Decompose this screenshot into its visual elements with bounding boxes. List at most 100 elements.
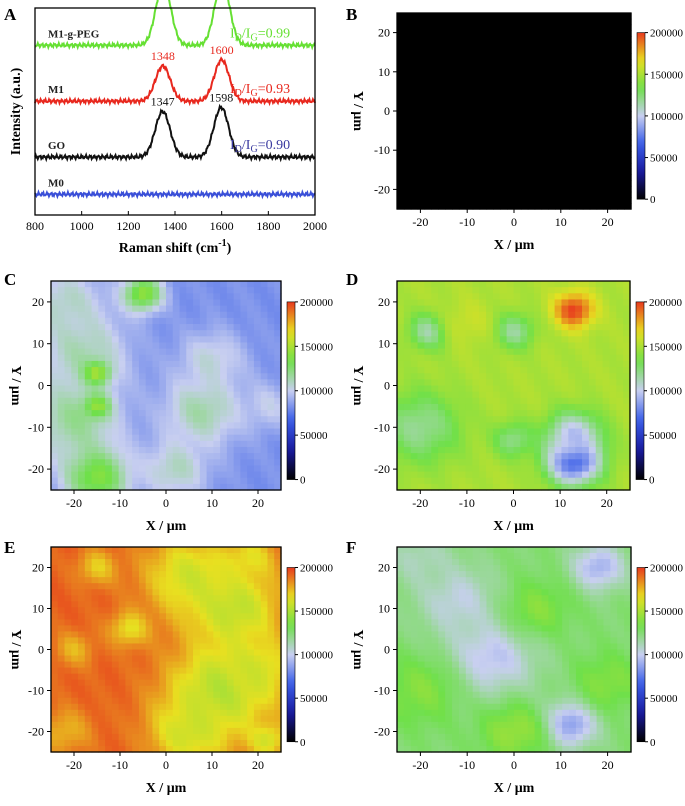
heatmap-cell <box>213 704 220 711</box>
heatmap-cell <box>479 441 486 448</box>
heatmap-cell <box>85 312 92 319</box>
heatmap-cell <box>616 386 623 393</box>
y-tick-label: 0 <box>384 104 390 118</box>
heatmap-cell <box>555 111 562 117</box>
heatmap-cell <box>521 169 528 175</box>
heatmap-cell <box>267 728 274 735</box>
heatmap-cell <box>520 330 527 337</box>
heatmap-cell <box>486 392 493 399</box>
heatmap-cell <box>267 379 274 386</box>
heatmap-cell <box>486 13 493 19</box>
heatmap-cell <box>418 65 425 71</box>
heatmap-cell <box>65 704 72 711</box>
heatmap-cell <box>267 722 274 729</box>
heatmap-cell <box>267 589 274 596</box>
heatmap-cell <box>200 410 207 417</box>
heatmap-cell <box>92 330 99 337</box>
heatmap-cell <box>220 674 227 681</box>
heatmap-cell <box>514 140 521 146</box>
heatmap-cell <box>220 656 227 663</box>
heatmap-cell <box>411 472 418 479</box>
heatmap-cell <box>159 643 166 650</box>
heatmap-cell <box>65 656 72 663</box>
heatmap-cell <box>193 619 200 626</box>
heatmap-cell <box>132 559 139 566</box>
heatmap-cell <box>425 169 432 175</box>
heatmap-cell <box>617 82 624 88</box>
heatmap-cell <box>105 656 112 663</box>
heatmap-cell <box>132 287 139 294</box>
heatmap-cell <box>459 398 466 405</box>
heatmap-cell <box>424 330 431 337</box>
heatmap-cell <box>254 312 261 319</box>
heatmap-cell <box>555 355 562 362</box>
heatmap-cell <box>105 565 112 572</box>
heatmap-cell <box>234 410 241 417</box>
heatmap-cell <box>247 465 254 472</box>
heatmap-cell <box>261 435 268 442</box>
heatmap-cell <box>166 386 173 393</box>
heatmap-cell <box>240 379 247 386</box>
heatmap-cell <box>520 410 527 417</box>
heatmap-cell <box>267 734 274 741</box>
heatmap-cell <box>220 643 227 650</box>
heatmap-cell <box>466 180 473 186</box>
heatmap-cell <box>125 392 132 399</box>
heatmap-cell <box>58 728 65 735</box>
heatmap-cell <box>479 465 486 472</box>
heatmap-cell <box>575 287 582 294</box>
heatmap-cell <box>254 373 261 380</box>
heatmap-cell <box>507 342 514 349</box>
heatmap-cell <box>597 197 604 203</box>
heatmap-cell <box>125 631 132 638</box>
heatmap-cell <box>51 577 58 584</box>
heatmap-cell <box>459 429 466 436</box>
heatmap-cell <box>589 404 596 411</box>
heatmap-cell <box>548 324 555 331</box>
heatmap-cell <box>397 459 404 466</box>
heatmap-cell <box>411 441 418 448</box>
heatmap-cell <box>220 379 227 386</box>
heatmap-cell <box>85 287 92 294</box>
heatmap-cell <box>617 117 624 123</box>
heatmap-cell <box>425 13 432 19</box>
heatmap-cell <box>568 422 575 429</box>
heatmap-cell <box>159 355 166 362</box>
heatmap-cell <box>65 716 72 723</box>
heatmap-cell <box>576 59 583 65</box>
heatmap-cell <box>112 416 119 423</box>
y-tick-label: 20 <box>32 561 44 575</box>
heatmap-cell <box>500 59 507 65</box>
heatmap-cell <box>452 281 459 288</box>
heatmap-cell <box>85 392 92 399</box>
heatmap-cell <box>173 601 180 608</box>
heatmap-cell <box>493 472 500 479</box>
heatmap-cell <box>254 637 261 644</box>
heatmap-cell <box>424 367 431 374</box>
heatmap-cell <box>92 404 99 411</box>
heatmap-cell <box>92 478 99 485</box>
heatmap-cell <box>51 704 58 711</box>
heatmap-cell <box>568 478 575 485</box>
heatmap-cell <box>254 318 261 325</box>
heatmap-cell <box>459 472 466 479</box>
heatmap-cell <box>92 553 99 560</box>
heatmap-cell <box>493 447 500 454</box>
heatmap-cell <box>105 650 112 657</box>
heatmap-cell <box>576 174 583 180</box>
heatmap-cell <box>527 447 534 454</box>
heatmap-cell <box>146 318 153 325</box>
heatmap-cell <box>186 589 193 596</box>
heatmap-cell <box>425 157 432 163</box>
heatmap-cell <box>125 553 132 560</box>
heatmap-cell <box>583 36 590 42</box>
heatmap-cell <box>480 65 487 71</box>
heatmap-cell <box>51 416 58 423</box>
heatmap-cell <box>562 48 569 54</box>
heatmap-cell <box>500 82 507 88</box>
heatmap-cell <box>486 157 493 163</box>
heatmap-cell <box>418 441 425 448</box>
heatmap-cell <box>51 429 58 436</box>
heatmap-cell <box>397 698 404 705</box>
heatmap-cell <box>186 716 193 723</box>
